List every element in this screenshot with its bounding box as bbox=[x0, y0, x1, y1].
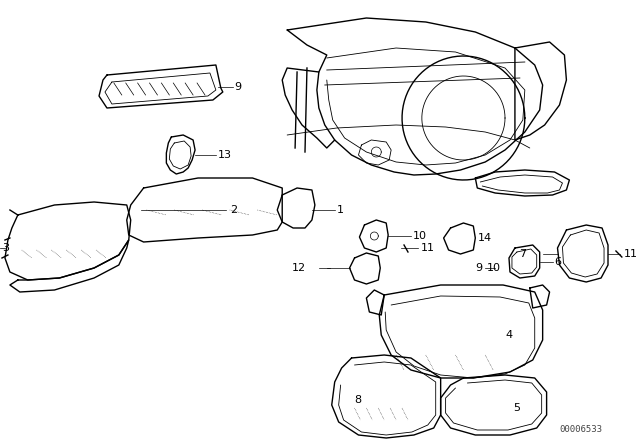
Text: 00006533: 00006533 bbox=[559, 425, 602, 434]
Text: 9: 9 bbox=[476, 263, 483, 273]
Text: 4: 4 bbox=[505, 330, 512, 340]
Text: 10: 10 bbox=[413, 231, 427, 241]
Text: 2: 2 bbox=[230, 205, 237, 215]
Text: 11: 11 bbox=[421, 243, 435, 253]
Text: 11: 11 bbox=[624, 249, 638, 259]
Text: 3: 3 bbox=[2, 243, 9, 253]
Text: 13: 13 bbox=[218, 150, 232, 160]
Text: 7: 7 bbox=[519, 249, 526, 259]
Text: 5: 5 bbox=[513, 403, 520, 413]
Text: 12: 12 bbox=[292, 263, 307, 273]
Text: 10: 10 bbox=[487, 263, 501, 273]
Text: 9: 9 bbox=[235, 82, 242, 92]
Text: 14: 14 bbox=[478, 233, 492, 243]
Text: 8: 8 bbox=[355, 395, 362, 405]
Text: 6: 6 bbox=[554, 257, 561, 267]
Text: 1: 1 bbox=[337, 205, 344, 215]
